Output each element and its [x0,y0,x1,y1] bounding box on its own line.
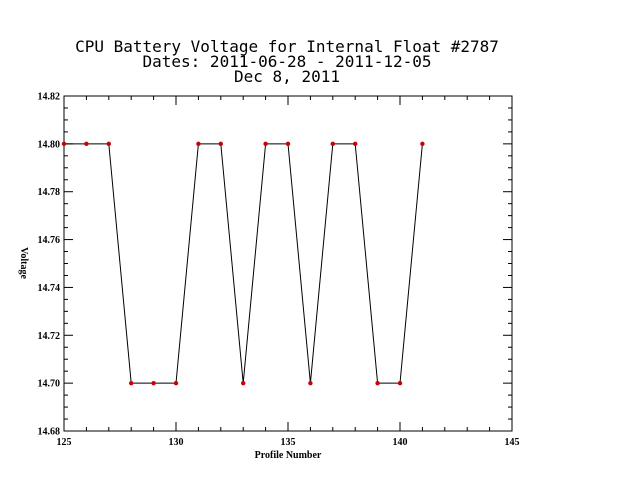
data-point [129,380,134,386]
series-line [64,143,423,384]
data-point [397,380,403,386]
y-axis-label: Voltage [18,247,29,279]
data-point [375,380,380,386]
chart-title: CPU Battery Voltage for Internal Float #… [75,37,499,86]
data-point [308,380,313,386]
data-point [241,380,246,386]
y-tick-label: 14.74 [38,283,61,294]
y-tick-label: 14.76 [38,235,61,246]
title-line-1: CPU Battery Voltage for Internal Float #… [75,37,499,56]
y-tick-label: 14.70 [38,379,61,390]
data-point [173,380,179,386]
x-tick-label: 135 [281,437,296,448]
data-point [196,141,201,147]
y-tick-label: 14.72 [38,331,61,342]
series-layer [61,141,425,386]
title-line-2: Dates: 2011-06-28 - 2011-12-05 [143,52,432,71]
y-tick-label: 14.82 [38,92,61,103]
x-axis-label: Profile Number [255,450,322,461]
title-line-3: Dec 8, 2011 [234,67,340,86]
y-tick-label: 14.68 [38,427,61,438]
data-point [106,141,112,147]
data-point [420,141,425,147]
x-tick-label: 130 [169,437,184,448]
x-tick-label: 125 [57,437,72,448]
data-point [263,141,268,147]
data-point [218,141,223,147]
x-tick-label: 145 [505,437,520,448]
y-tick-label: 14.80 [38,139,61,150]
x-tick-label: 140 [393,437,408,448]
data-point [285,141,291,147]
axis-ticks [63,95,513,432]
data-point [61,141,67,147]
data-point [84,141,89,147]
data-point [330,141,335,147]
y-tick-label: 14.78 [38,187,61,198]
data-point [353,141,358,147]
data-point [151,380,156,386]
axis-tick-labels: 125 130 135 140 145 14.68 14.70 14.72 14.74 14.76… [38,92,520,449]
